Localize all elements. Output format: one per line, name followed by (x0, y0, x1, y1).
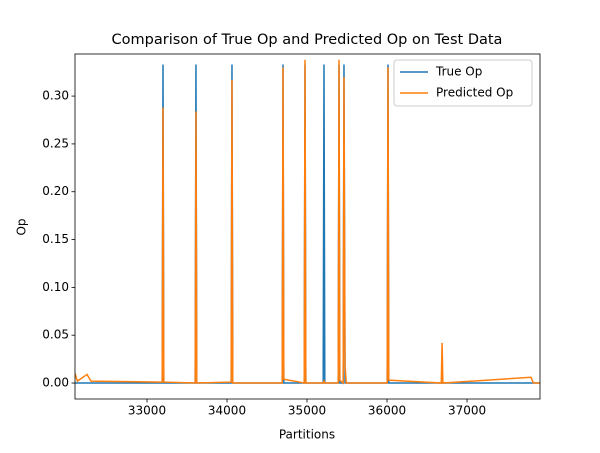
legend-box (393, 59, 533, 107)
chart-title: Comparison of True Op and Predicted Op o… (112, 32, 503, 48)
y-tick-label: 0.15 (42, 232, 69, 246)
legend-label: True Op (435, 65, 482, 79)
y-tick-label: 0.25 (42, 136, 69, 150)
y-tick-label: 0.10 (42, 280, 69, 294)
x-tick-label: 35000 (288, 404, 326, 418)
y-tick-label: 0.00 (42, 376, 69, 390)
x-tick-label: 36000 (368, 404, 406, 418)
x-axis-label: Partitions (279, 428, 335, 442)
x-tick-label: 34000 (208, 404, 246, 418)
y-tick-label: 0.20 (42, 184, 69, 198)
x-tick-label: 33000 (128, 404, 166, 418)
y-tick-label: 0.30 (42, 89, 69, 103)
y-axis-label: Op (15, 218, 29, 235)
x-tick-label: 37000 (448, 404, 486, 418)
plot-frame (74, 53, 541, 400)
legend-label: Predicted Op (436, 86, 513, 100)
data-line (75, 59, 540, 385)
y-tick-label: 0.05 (42, 328, 69, 342)
